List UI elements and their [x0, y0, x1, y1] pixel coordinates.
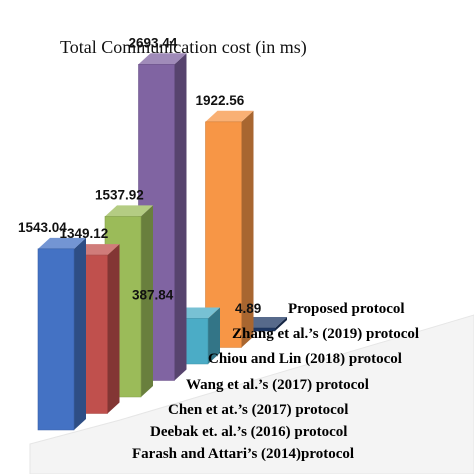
category-label-4: Wang et al.’s (2017) protocol [186, 377, 369, 393]
data-label-2: 1349.12 [60, 226, 109, 241]
category-label-5: Chiou and Lin (2018) protocol [208, 351, 402, 367]
bar-4-side [174, 53, 187, 381]
bar-1-side [74, 237, 86, 430]
data-label-5: 387.84 [132, 287, 174, 302]
category-label-6: Zhang et al.’s (2019) protocol [232, 326, 419, 342]
bar-1 [37, 237, 86, 431]
chart-floor [29, 314, 474, 474]
bar-6-front [205, 121, 242, 348]
chart-floor-plane [29, 314, 474, 474]
category-label-7: Proposed protocol [288, 301, 405, 317]
data-label-4: 2693.44 [129, 35, 178, 50]
bar-6-top [205, 110, 254, 122]
bar-7-side [275, 317, 287, 331]
data-label-6: 1922.56 [196, 93, 245, 108]
bar-5-side [208, 307, 220, 364]
bar-3-side [141, 205, 153, 397]
bar-6 [205, 110, 254, 348]
category-label-2: Deebak et. al.’s (2016) protocol [150, 424, 347, 440]
bar-6-side [241, 110, 254, 348]
category-label-1: Farash and Attari’s (2014)protocol [132, 446, 354, 462]
data-label-3: 1537.92 [95, 187, 144, 202]
bar-4-top [138, 53, 187, 65]
bars-group [37, 53, 287, 431]
bar-1-front [37, 248, 75, 431]
category-label-3: Chen et at.’s (2017) protocol [168, 402, 348, 418]
bar-3-top [105, 205, 153, 217]
data-label-1: 1543.04 [18, 220, 67, 235]
bar-1-top [38, 237, 86, 249]
chart-title: Total Communication cost (in ms) [60, 37, 307, 58]
category-legend: Farash and Attari’s (2014)protocol Deebak… [132, 301, 419, 462]
data-label-7: 4.89 [235, 301, 261, 316]
bar-2-side [107, 244, 120, 414]
